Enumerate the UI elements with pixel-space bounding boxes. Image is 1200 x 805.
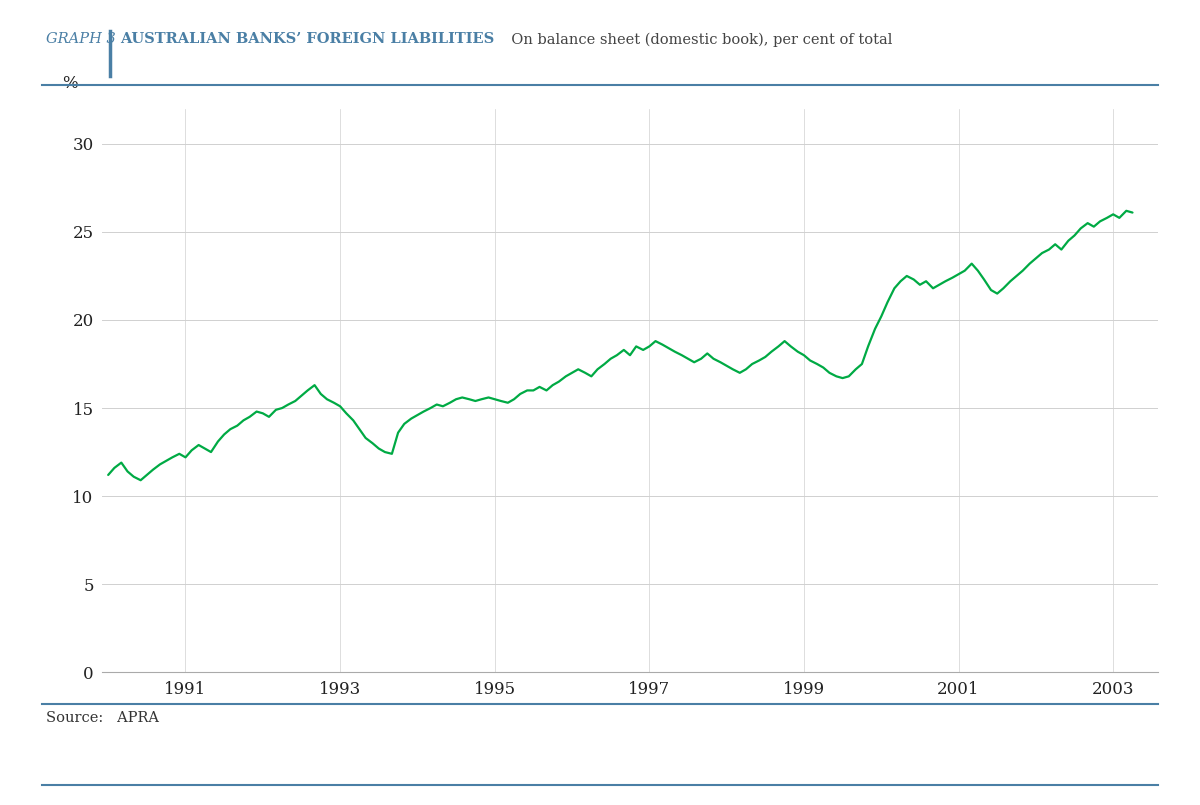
- Text: AUSTRALIAN BANKS’ FOREIGN LIABILITIES: AUSTRALIAN BANKS’ FOREIGN LIABILITIES: [120, 32, 494, 46]
- Text: Source:   APRA: Source: APRA: [46, 711, 158, 725]
- Text: GRAPH 3: GRAPH 3: [46, 32, 115, 46]
- Text: On balance sheet (domestic book), per cent of total: On balance sheet (domestic book), per ce…: [502, 32, 892, 47]
- Text: %: %: [62, 75, 78, 92]
